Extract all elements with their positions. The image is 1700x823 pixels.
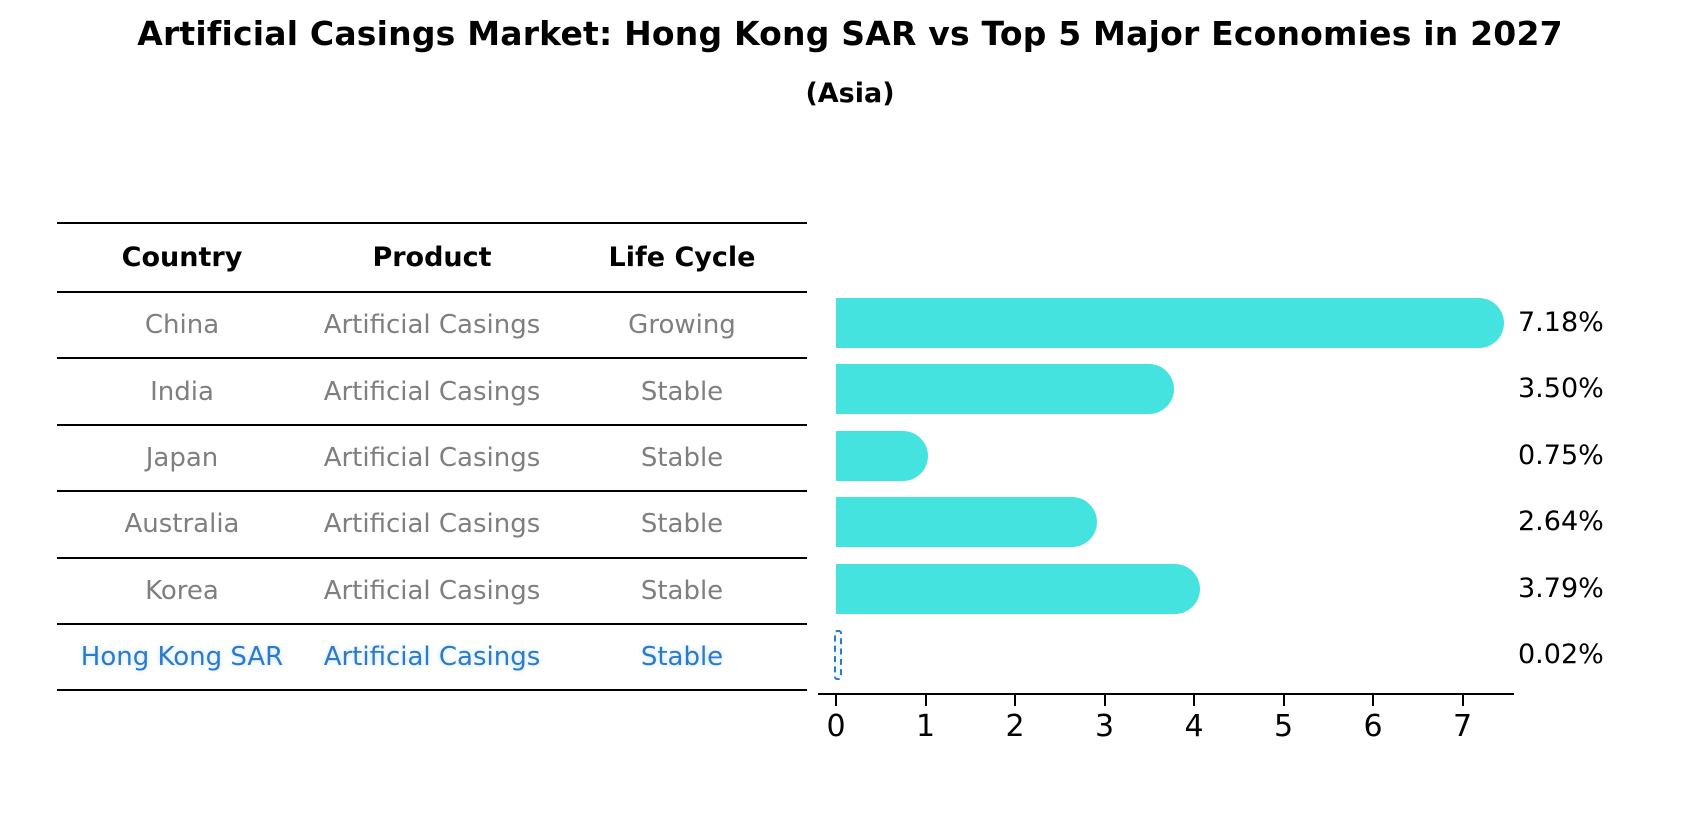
comparison-table: Country Product Life Cycle China Artific… xyxy=(57,222,807,692)
cell-product: Artificial Casings xyxy=(323,509,541,540)
x-axis-tick xyxy=(835,695,837,706)
cell-life-cycle: Stable xyxy=(640,442,724,473)
chart-subtitle: (Asia) xyxy=(805,78,895,109)
header-country: Country xyxy=(121,242,243,273)
table-row-china: China Artificial Casings Growing xyxy=(57,293,807,360)
bar-value-label: 3.50% xyxy=(1518,373,1604,405)
x-axis-tick xyxy=(1014,695,1016,706)
x-axis-tick xyxy=(1282,695,1285,706)
x-axis-tick-label: 7 xyxy=(1452,709,1473,744)
x-axis-tick xyxy=(924,695,927,706)
cell-life-cycle: Stable xyxy=(640,509,724,540)
bar-value-label: 7.18% xyxy=(1518,307,1604,338)
bar-india xyxy=(836,364,1175,415)
cell-country: China xyxy=(144,310,220,341)
table-row-hong-kong-sar: Hong Kong SAR Artificial Casings Stable xyxy=(57,625,807,692)
cell-product: Artificial Casings xyxy=(323,310,541,341)
table-row-japan: Japan Artificial Casings Stable xyxy=(57,426,807,493)
x-axis-tick xyxy=(1103,695,1106,706)
cell-product: Artificial Casings xyxy=(323,376,541,407)
bar-japan xyxy=(836,430,929,481)
table-header-row: Country Product Life Cycle xyxy=(57,224,807,293)
cell-life-cycle: Growing xyxy=(628,310,736,341)
x-axis-tick xyxy=(1193,695,1195,706)
x-axis-tick-label: 5 xyxy=(1273,709,1294,744)
cell-country: Korea xyxy=(145,575,219,606)
table-row-korea: Korea Artificial Casings Stable xyxy=(57,559,807,625)
cell-life-cycle: Stable xyxy=(640,575,724,606)
bar-value-label: 0.75% xyxy=(1518,439,1604,471)
x-axis-tick-label: 2 xyxy=(1005,709,1025,744)
cell-product: Artificial Casings xyxy=(323,442,541,473)
table-row-india: India Artificial Casings Stable xyxy=(57,359,807,426)
x-axis-tick-label: 3 xyxy=(1094,709,1115,744)
x-axis-tick xyxy=(1461,695,1464,706)
x-axis-tick-label: 6 xyxy=(1363,709,1383,744)
x-axis-tick xyxy=(1372,695,1374,706)
bar-korea xyxy=(836,563,1201,614)
cell-product: Artificial Casings xyxy=(323,575,541,606)
x-axis-tick-label: 0 xyxy=(826,709,846,744)
table-row-australia: Australia Artificial Casings Stable xyxy=(57,492,807,559)
cell-life-cycle: Stable xyxy=(640,642,724,673)
cell-product: Artificial Casings xyxy=(323,642,541,673)
bar-value-label: 0.02% xyxy=(1518,639,1604,670)
cell-life-cycle: Stable xyxy=(640,376,724,407)
bar-china xyxy=(836,298,1504,348)
cell-country: Australia xyxy=(124,509,240,540)
header-product: Product xyxy=(372,242,492,273)
chart-title: Artificial Casings Market: Hong Kong SAR… xyxy=(137,14,1563,53)
bar-value-label: 3.79% xyxy=(1518,572,1604,604)
bar-australia xyxy=(836,497,1098,548)
cell-country: Japan xyxy=(145,442,219,473)
x-axis-tick-label: 1 xyxy=(915,709,936,744)
cell-country: India xyxy=(150,376,214,407)
bar-value-label: 2.64% xyxy=(1518,506,1604,538)
bar-hong-kong-sar xyxy=(834,630,842,680)
x-axis-line xyxy=(818,693,1514,695)
cell-country: Hong Kong SAR xyxy=(80,642,284,673)
x-axis-tick-label: 4 xyxy=(1184,709,1204,744)
header-life-cycle: Life Cycle xyxy=(608,242,756,273)
